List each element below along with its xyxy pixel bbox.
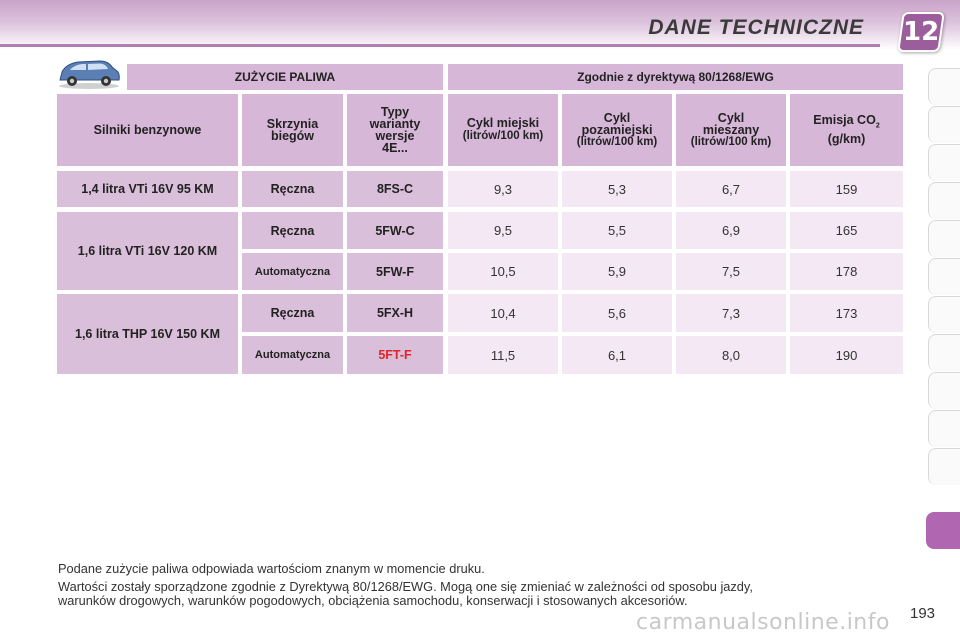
car-icon: [59, 60, 120, 89]
type-cell: 5FX-H: [347, 294, 443, 332]
footer-note-3: warunków drogowych, warunków pogodowych,…: [58, 593, 688, 608]
chapter-tab[interactable]: [928, 296, 960, 333]
col-header-gearbox: Skrzynia biegów: [242, 94, 343, 166]
table-title-left: ZUŻYCIE PALIWA: [127, 64, 443, 90]
co2-value: 190: [790, 336, 903, 374]
urban-value: 9,5: [448, 212, 558, 249]
col-header-extra-label: Cykl pozamiejski: [581, 111, 653, 137]
extra-value: 5,5: [562, 212, 672, 249]
mixed-value: 8,0: [676, 336, 786, 374]
col-header-mixed-label: Cykl mieszany: [702, 111, 760, 137]
co2-subscript: 2: [875, 122, 880, 130]
co2-value: 178: [790, 253, 903, 290]
col-header-mixed: Cykl mieszany (litrów/100 km): [676, 94, 786, 166]
engine-label: 1,4 litra VTi 16V 95 KM: [57, 171, 238, 207]
engine-label: 1,6 litra THP 16V 150 KM: [57, 294, 238, 374]
urban-value: 10,5: [448, 253, 558, 290]
col-header-engines: Silniki benzynowe: [57, 94, 238, 166]
type-cell-highlighted: 5FT-F: [347, 336, 443, 374]
type-cell: 8FS-C: [347, 171, 443, 207]
col-header-types: Typy warianty wersje 4E...: [347, 94, 443, 166]
footer-note-2: Wartości zostały sporządzone zgodnie z D…: [58, 579, 753, 594]
gearbox-cell: Ręczna: [242, 294, 343, 332]
col-header-urban: Cykl miejski (litrów/100 km): [448, 94, 558, 166]
col-header-urban-unit: (litrów/100 km): [462, 130, 544, 142]
page-title: DANE TECHNICZNE: [648, 16, 864, 39]
chapter-badge[interactable]: 12: [897, 12, 945, 52]
extra-value: 6,1: [562, 336, 672, 374]
chapter-tab[interactable]: [928, 144, 960, 181]
chapter-tab[interactable]: [928, 372, 960, 409]
chapter-tab-active[interactable]: [926, 512, 960, 549]
extra-value: 5,6: [562, 294, 672, 332]
co2-value: 165: [790, 212, 903, 249]
mixed-value: 6,9: [676, 212, 786, 249]
col-header-mixed-unit: (litrów/100 km): [690, 136, 772, 148]
chapter-tab[interactable]: [928, 182, 960, 219]
chapter-tab[interactable]: [928, 106, 960, 143]
co2-value: 173: [790, 294, 903, 332]
table-title-right: Zgodnie z dyrektywą 80/1268/EWG: [448, 64, 903, 90]
gearbox-cell: Automatyczna: [242, 253, 343, 290]
chapter-number: 12: [902, 17, 940, 47]
co2-value: 159: [790, 171, 903, 207]
engine-label: 1,6 litra VTi 16V 120 KM: [57, 212, 238, 290]
chapter-tab[interactable]: [928, 68, 960, 105]
col-header-co2-unit: (g/km): [827, 131, 866, 146]
col-header-urban-label: Cykl miejski: [466, 116, 540, 130]
urban-value: 9,3: [448, 171, 558, 207]
chapter-tab[interactable]: [928, 410, 960, 447]
header-band: [0, 0, 960, 50]
urban-value: 11,5: [448, 336, 558, 374]
chapter-tab[interactable]: [928, 220, 960, 257]
type-cell: 5FW-C: [347, 212, 443, 249]
col-header-co2: Emisja CO2 (g/km): [790, 94, 903, 166]
mixed-value: 7,3: [676, 294, 786, 332]
extra-value: 5,9: [562, 253, 672, 290]
col-header-co2-label: Emisja CO2: [813, 114, 879, 133]
chapter-tabs: [926, 68, 960, 568]
co2-text: Emisja CO: [813, 113, 876, 128]
chapter-tab[interactable]: [928, 334, 960, 371]
mixed-value: 6,7: [676, 171, 786, 207]
header-rule: [0, 44, 880, 47]
gearbox-cell: Automatyczna: [242, 336, 343, 374]
extra-value: 5,3: [562, 171, 672, 207]
footer-note-1: Podane zużycie paliwa odpowiada wartości…: [58, 561, 485, 576]
chapter-tab[interactable]: [928, 258, 960, 295]
watermark: carmanualsonline.info: [636, 610, 890, 635]
col-header-extra: Cykl pozamiejski (litrów/100 km): [562, 94, 672, 166]
urban-value: 10,4: [448, 294, 558, 332]
col-header-extra-unit: (litrów/100 km): [576, 136, 658, 148]
page-number: 193: [910, 605, 936, 622]
chapter-tab[interactable]: [928, 448, 960, 485]
type-cell: 5FW-F: [347, 253, 443, 290]
mixed-value: 7,5: [676, 253, 786, 290]
gearbox-cell: Ręczna: [242, 171, 343, 207]
gearbox-cell: Ręczna: [242, 212, 343, 249]
